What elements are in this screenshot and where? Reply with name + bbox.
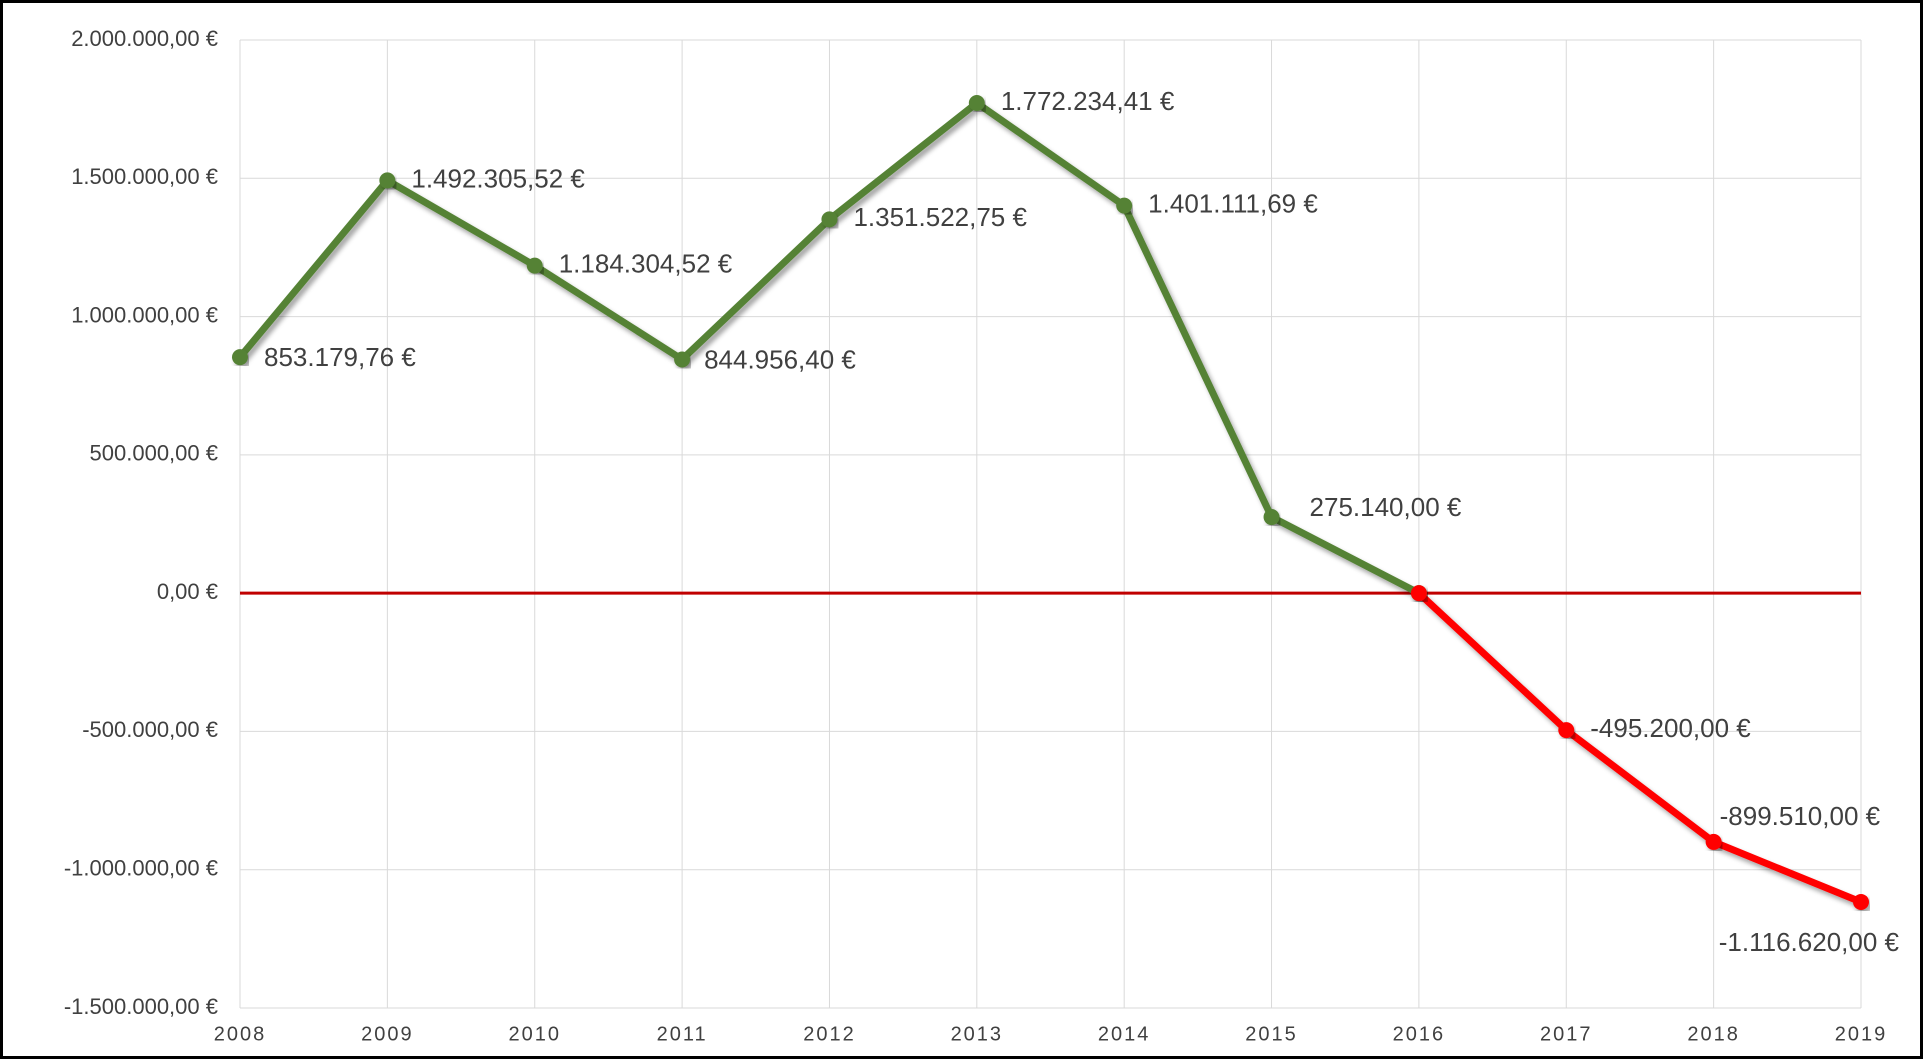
data-point — [1558, 722, 1575, 739]
grid — [239, 39, 1862, 1009]
y-tick-label: -1.000.000,00 € — [64, 856, 218, 881]
data-label: -899.510,00 € — [1720, 801, 1881, 831]
data-point — [968, 94, 985, 111]
data-point — [1853, 893, 1869, 910]
x-tick-label: 2009 — [361, 1023, 414, 1045]
data-point — [674, 351, 691, 368]
data-point — [1263, 509, 1280, 526]
y-tick-label: -1.500.000,00 € — [64, 994, 218, 1019]
x-tick-label: 2014 — [1098, 1023, 1151, 1045]
y-tick-label: 1.000.000,00 € — [71, 302, 218, 327]
x-tick-label: 2011 — [657, 1023, 708, 1045]
data-point — [526, 257, 543, 274]
data-point — [821, 211, 838, 228]
data-label: 1.351.522,75 € — [853, 202, 1027, 232]
x-tick-label: 2010 — [508, 1023, 561, 1045]
x-tick-label: 2012 — [803, 1023, 856, 1045]
data-point — [232, 349, 248, 366]
data-label: -495.200,00 € — [1590, 713, 1751, 743]
data-label: 1.492.305,52 € — [411, 163, 585, 193]
y-tick-label: 500.000,00 € — [90, 441, 218, 466]
x-tick-label: 2015 — [1245, 1023, 1298, 1045]
x-tick-label: 2016 — [1393, 1023, 1446, 1045]
data-label: 844.956,40 € — [704, 344, 856, 374]
data-label: 853.179,76 € — [264, 342, 416, 372]
y-tick-label: 0,00 € — [157, 579, 218, 604]
data-label: 275.140,00 € — [1310, 492, 1462, 522]
data-point — [379, 172, 396, 189]
x-tick-label: 2017 — [1540, 1023, 1593, 1045]
y-tick-label: 1.500.000,00 € — [71, 164, 218, 189]
data-point — [1116, 197, 1133, 214]
line-path — [1416, 590, 1863, 906]
x-tick-label: 2013 — [951, 1023, 1004, 1045]
data-label: -1.116.620,00 € — [1719, 927, 1900, 957]
data-point — [1705, 833, 1722, 850]
x-tick-label: 2008 — [214, 1023, 267, 1045]
x-tick-label: 2018 — [1687, 1023, 1740, 1045]
x-tick-label: 2019 — [1835, 1023, 1888, 1045]
data-label: 1.401.111,69 € — [1148, 189, 1318, 219]
data-point — [1410, 585, 1427, 602]
data-label: 1.184.304,52 € — [559, 248, 733, 278]
y-tick-label: -500.000,00 € — [82, 717, 218, 742]
lines — [232, 94, 1869, 910]
labels: 2008 2009 2010 2011 2012 2013 2014 2015 2016 2017… — [64, 26, 1900, 1045]
y-tick-label: 2.000.000,00 € — [71, 26, 218, 51]
data-label: 1.772.234,41 € — [1001, 86, 1175, 116]
